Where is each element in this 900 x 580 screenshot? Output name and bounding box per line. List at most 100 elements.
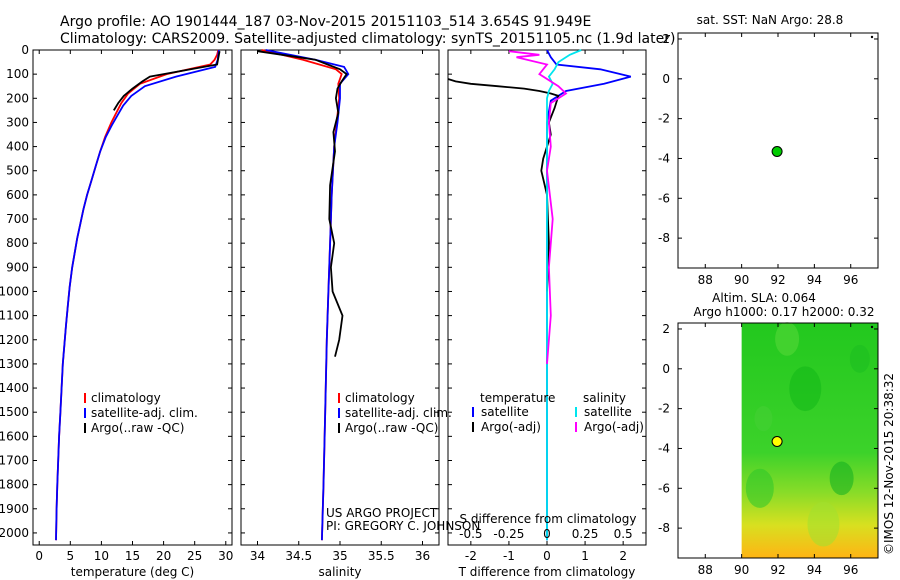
temperature-xtick-label: 25	[187, 549, 202, 563]
diff-xtick-top-label: -0.5	[459, 527, 482, 541]
difference-series-argo	[447, 78, 560, 292]
depth-tick-label: 0	[21, 43, 29, 57]
temperature-series-argo	[113, 51, 221, 111]
difference-xtick-label: -1	[503, 549, 515, 563]
sla_map-xtick-label: 88	[698, 563, 713, 577]
difference-xtick-label: 2	[619, 549, 627, 563]
depth-tick-label: 600	[6, 188, 29, 202]
credit-pi: PI: GREGORY C. JOHNSON	[326, 519, 480, 533]
sla_map-xtick-label: 94	[807, 563, 822, 577]
diff-xtick-top-label: 0	[543, 527, 551, 541]
depth-tick-label: 2000	[0, 526, 29, 540]
sla_map-ytick-label: -2	[658, 402, 670, 416]
sst_map-corner-mark	[870, 35, 874, 39]
salinity-xtick-label: 35	[332, 549, 347, 563]
temperature-xtick-label: 5	[66, 549, 74, 563]
depth-tick-label: 400	[6, 140, 29, 154]
sst_map-xtick-label: 90	[734, 273, 749, 287]
depth-tick-label: 800	[6, 236, 29, 250]
sla-field-patch	[829, 461, 854, 496]
sst_map-ytick-label: -8	[658, 231, 670, 245]
diff-legend-label: satellite	[481, 405, 529, 419]
figure-title-line2: Climatology: CARS2009. Satellite-adjuste…	[60, 31, 675, 47]
sst_map-ytick-label: -4	[658, 151, 670, 165]
sla_map-xtick-label: 92	[770, 563, 785, 577]
depth-tick-label: 1300	[0, 357, 29, 371]
sla-field-patch	[754, 405, 773, 432]
sst_map-xtick-label: 94	[807, 273, 822, 287]
sla-map-title-1: Altim. SLA: 0.064	[712, 291, 816, 305]
salinity-legend-label: satellite-adj. clim.	[345, 406, 452, 420]
temperature-panel: 0 5 10 15 20 25 30 temperature (deg C) 0 100 200 30…	[0, 43, 233, 579]
diff-xtick-top-label: 0.25	[572, 527, 599, 541]
depth-tick-label: 700	[6, 212, 29, 226]
sst_map-ytick-label: -2	[658, 112, 670, 126]
sst_map-xtick-label: 92	[770, 273, 785, 287]
difference-xtick-label: -2	[465, 549, 477, 563]
salinity-legend-label: Argo(..raw -QC)	[345, 421, 438, 435]
depth-tick-label: 900	[6, 260, 29, 274]
temperature-frame	[32, 49, 233, 546]
sla_map-ytick-label: -6	[658, 481, 670, 495]
sst_map-xtick-label: 88	[698, 273, 713, 287]
difference-xtick-label: 0	[543, 549, 551, 563]
sst_map-float-marker	[771, 145, 783, 157]
difference-series-sal_satellite	[546, 49, 582, 541]
sla_map-panel: 88 90 92 94 96 2 0 -2 -4 -6 -8	[658, 322, 879, 577]
diff-legend-label: satellite	[584, 405, 632, 419]
sla_map-xtick-label: 96	[843, 563, 858, 577]
salinity-xtick-label: 34.5	[285, 549, 312, 563]
diff-legend-title-temperature: temperature	[480, 391, 555, 405]
depth-tick-label: 100	[6, 67, 29, 81]
sla-field-patch	[775, 322, 800, 356]
sla-field-patch	[849, 344, 870, 373]
sla_map-ytick-label: 0	[662, 362, 670, 376]
figure-title-line1: Argo profile: AO 1901444_187 03-Nov-2015…	[60, 14, 591, 30]
sla_map-ytick-label: -4	[658, 441, 670, 455]
sla_map-float-marker	[771, 435, 783, 447]
sla-field-patch	[807, 501, 840, 547]
sla_map-xtick-label: 90	[734, 563, 749, 577]
depth-tick-label: 1700	[0, 453, 29, 467]
imos-timestamp: ©IMOS 12-Nov-2015 20:38:32	[882, 373, 896, 555]
difference-xtick-label: 1	[581, 549, 589, 563]
sst_map-ytick-label: 0	[662, 72, 670, 86]
depth-tick-label: 1200	[0, 333, 29, 347]
temperature-series-satellite	[55, 49, 220, 541]
depth-tick-label: 1000	[0, 284, 29, 298]
depth-tick-label: 1600	[0, 429, 29, 443]
difference-series-sal_argo	[508, 50, 568, 364]
depth-tick-label: 200	[6, 91, 29, 105]
sst_map-xtick-label: 96	[843, 273, 858, 287]
sst_map-ytick-label: -6	[658, 191, 670, 205]
temperature-xtick-label: 0	[35, 549, 43, 563]
temperature-legend-label: satellite-adj. clim.	[91, 406, 198, 420]
credit-project: US ARGO PROJECT	[326, 506, 438, 520]
sla_map-ytick-label: -8	[658, 521, 670, 535]
depth-tick-label: 1800	[0, 478, 29, 492]
sst_map-panel: 88 90 92 94 96 2 0 -2 -4 -6 -8	[658, 32, 879, 287]
diff-xtick-top-label: -0.25	[493, 527, 524, 541]
temperature-xtick-label: 15	[125, 549, 140, 563]
temperature-xtick-label: 10	[94, 549, 109, 563]
salinity-frame	[240, 49, 440, 546]
sla-map-title-2: Argo h1000: 0.17 h2000: 0.32	[694, 305, 875, 319]
depth-tick-label: 1500	[0, 405, 29, 419]
depth-tick-label: 500	[6, 164, 29, 178]
sla_map-ytick-label: 2	[662, 322, 670, 336]
diff-xtick-top-label: 0.5	[614, 527, 633, 541]
temperature-xtick-label: 30	[218, 549, 233, 563]
diff-legend-label: Argo(-adj)	[481, 420, 541, 434]
sla-field-patch	[789, 366, 822, 412]
depth-tick-label: 300	[6, 115, 29, 129]
depth-tick-label: 1900	[0, 502, 29, 516]
salinity-xtick-label: 35.5	[368, 549, 395, 563]
temperature-legend-label: climatology	[91, 391, 161, 405]
depth-tick-label: 1100	[0, 309, 29, 323]
salinity-xlabel: salinity	[318, 565, 361, 579]
salinity-legend-label: climatology	[345, 391, 415, 405]
sla-field-patch	[745, 468, 774, 508]
depth-tick-label: 1400	[0, 381, 29, 395]
salinity-panel: 34 34.5 35 35.5 36 salinity	[240, 49, 440, 579]
